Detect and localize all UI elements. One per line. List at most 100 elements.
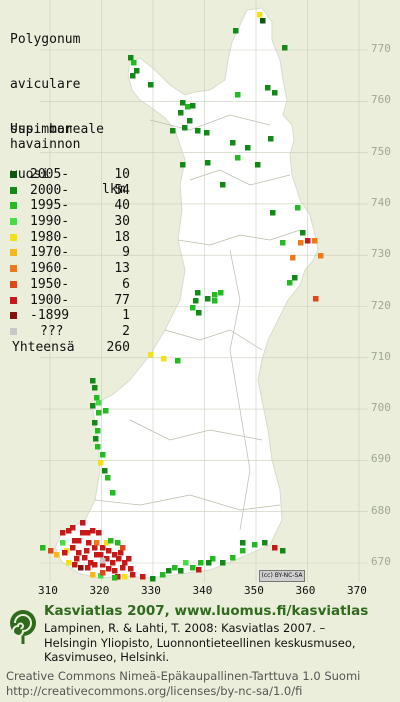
legend-swatch — [10, 296, 17, 304]
observation-square — [85, 530, 91, 536]
observation-square — [196, 310, 202, 316]
observation-square — [257, 12, 263, 18]
cc-license-badge[interactable]: (cc) BY-NC-SA — [259, 570, 305, 582]
observation-square — [104, 540, 110, 546]
observation-square — [122, 560, 128, 566]
legend-row: 1960- 13 — [10, 261, 130, 277]
observation-square — [130, 572, 136, 578]
observation-square — [160, 572, 166, 578]
observation-square — [102, 468, 108, 474]
observation-square — [220, 560, 226, 566]
observation-square — [120, 565, 126, 571]
observation-square — [90, 378, 96, 384]
observation-square — [240, 540, 246, 546]
observation-square — [131, 60, 137, 66]
x-tick-label: 310 — [38, 584, 58, 597]
observation-square — [210, 556, 216, 562]
observation-square — [230, 555, 236, 561]
legend-year: 1980- — [30, 229, 70, 245]
observation-square — [54, 552, 60, 558]
legend: Uusimman havainnon vuosi lkm 2005- 10 2000… — [10, 122, 130, 355]
citation: Lampinen, R. & Lahti, T. 2008: Kasviatla… — [44, 621, 356, 665]
legend-count: 40 — [114, 198, 130, 214]
observation-square — [255, 162, 261, 168]
observation-square — [98, 460, 104, 466]
legend-year: 1990- — [30, 214, 70, 230]
observation-square — [206, 560, 212, 566]
observation-square — [300, 230, 306, 236]
y-tick-label: 740 — [371, 195, 391, 209]
legend-swatch — [10, 327, 17, 335]
license-url[interactable]: http://creativecommons.org/licenses/by-n… — [6, 683, 303, 698]
observation-square — [178, 110, 184, 116]
coordinate-grid — [40, 0, 368, 582]
observation-square — [282, 45, 288, 51]
footer-title[interactable]: Kasviatlas 2007, www.luomus.fi/kasviatla… — [44, 603, 369, 619]
observation-square — [140, 574, 146, 580]
observation-square — [126, 556, 132, 562]
observation-square — [305, 238, 311, 244]
y-tick-label: 670 — [371, 555, 391, 568]
x-tick-label: 370 — [347, 584, 367, 597]
legend-header-year: vuosi — [10, 167, 50, 182]
observation-square — [190, 565, 196, 571]
legend-row: 1970- 9 — [10, 245, 130, 261]
observation-square — [175, 358, 181, 364]
legend-swatch — [10, 265, 17, 273]
observation-square — [295, 205, 301, 211]
observation-square — [204, 130, 210, 136]
observation-square — [98, 552, 104, 558]
observation-square — [93, 436, 99, 442]
legend-year: -1899 — [30, 308, 70, 324]
legend-total-label: Yhteensä — [12, 339, 75, 355]
observation-square — [148, 352, 154, 358]
legend-row: -1899 1 — [10, 308, 130, 324]
observation-square — [190, 103, 196, 109]
legend-swatch — [10, 186, 17, 194]
observation-square — [100, 545, 106, 551]
species-genus: Polygonum — [10, 32, 81, 47]
observation-square — [280, 240, 286, 246]
observation-square — [205, 296, 211, 302]
observation-square — [103, 408, 109, 414]
observation-square — [100, 570, 106, 576]
observation-square — [92, 385, 98, 391]
observation-square — [90, 528, 96, 534]
observation-square — [120, 545, 126, 551]
legend-year: 2000- — [30, 182, 70, 198]
legend-row: 2000- 54 — [10, 183, 130, 199]
legend-count: 77 — [114, 292, 130, 308]
observation-square — [110, 490, 116, 496]
legend-row: 1990- 30 — [10, 214, 130, 230]
observation-square — [94, 540, 100, 546]
observation-square — [313, 296, 319, 302]
observation-square — [172, 565, 178, 571]
observation-square — [180, 162, 186, 168]
y-tick-label: 710 — [371, 349, 391, 363]
y-tick-label: 750 — [371, 144, 391, 158]
observation-square — [240, 548, 246, 554]
observation-square — [70, 525, 76, 531]
observation-square — [95, 444, 101, 450]
observation-square — [108, 538, 114, 544]
observation-square — [252, 542, 258, 548]
legend-count: 18 — [114, 229, 130, 245]
observation-square — [112, 568, 118, 574]
legend-year: ??? — [40, 323, 64, 339]
observation-square — [287, 280, 293, 286]
observation-square — [60, 540, 66, 546]
legend-swatch — [10, 280, 17, 288]
citation-line3: Kasvimuseo, Helsinki. — [44, 650, 170, 664]
observation-square — [76, 550, 82, 556]
observation-square — [150, 576, 156, 582]
species-subspecies: ssp. boreale — [10, 122, 104, 137]
legend-swatch — [10, 218, 17, 226]
observation-square — [48, 548, 54, 554]
license-text: Creative Commons Nimeä-Epäkaupallinen-Ta… — [6, 669, 360, 698]
observation-square — [183, 560, 189, 566]
observation-square — [106, 566, 112, 572]
x-tick-label: 360 — [295, 584, 316, 597]
legend-swatch — [10, 171, 17, 178]
legend-header-line2: havainnon — [10, 137, 81, 152]
observation-square — [96, 530, 102, 536]
